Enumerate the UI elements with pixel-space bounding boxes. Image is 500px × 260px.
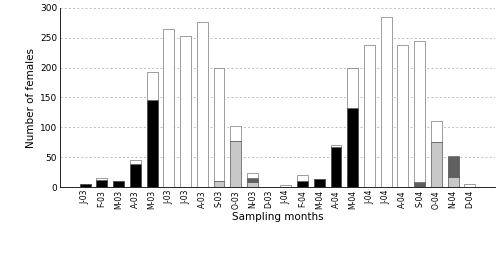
Bar (448, 156, 458, 177)
Bar (330, 145, 342, 187)
Bar (247, 173, 258, 187)
Bar (381, 17, 392, 187)
Bar (247, 178, 258, 183)
Bar (247, 183, 258, 187)
Bar (197, 22, 207, 187)
Bar (448, 157, 458, 187)
Bar (113, 186, 124, 187)
Bar (80, 184, 90, 187)
Bar (80, 184, 90, 187)
Y-axis label: Number of females: Number of females (26, 48, 36, 147)
Bar (348, 108, 358, 187)
Bar (130, 160, 141, 187)
Bar (146, 100, 158, 187)
X-axis label: Sampling months: Sampling months (232, 212, 324, 222)
Bar (180, 36, 191, 187)
Bar (230, 126, 241, 187)
Bar (96, 186, 108, 187)
Bar (314, 179, 324, 187)
Bar (398, 46, 408, 187)
Bar (431, 142, 442, 187)
Bar (330, 147, 342, 187)
Bar (431, 121, 442, 187)
Bar (448, 177, 458, 187)
Bar (214, 181, 224, 187)
Bar (113, 181, 124, 187)
Bar (464, 184, 475, 187)
Bar (230, 141, 241, 187)
Bar (297, 175, 308, 187)
Bar (314, 179, 324, 187)
Bar (414, 182, 425, 187)
Bar (214, 68, 224, 187)
Bar (348, 68, 358, 187)
Bar (130, 165, 141, 187)
Bar (96, 180, 108, 187)
Bar (113, 181, 124, 187)
Bar (297, 181, 308, 187)
Bar (280, 185, 291, 187)
Bar (164, 29, 174, 187)
Bar (348, 177, 358, 187)
Bar (364, 46, 375, 187)
Bar (414, 41, 425, 187)
Bar (96, 178, 108, 187)
Bar (146, 72, 158, 187)
